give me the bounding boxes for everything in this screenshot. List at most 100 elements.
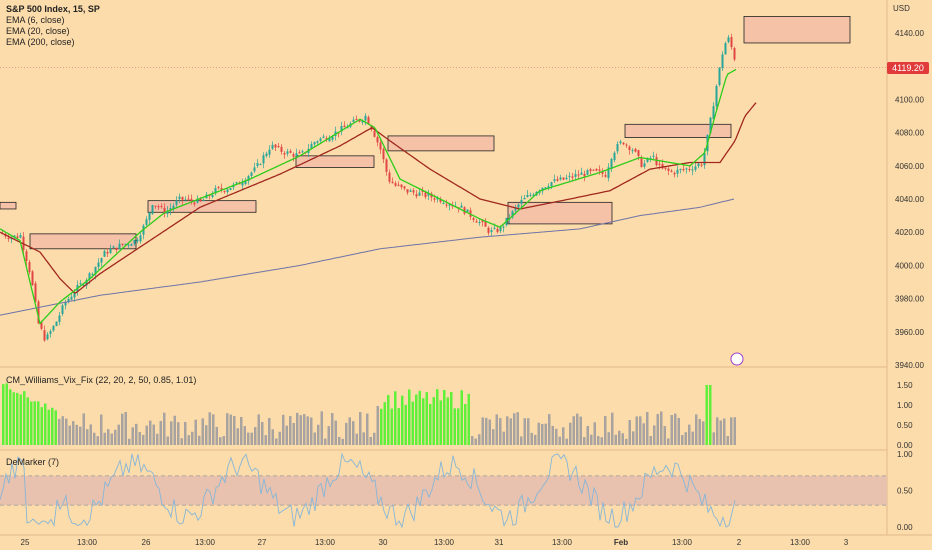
- vix-bar: [663, 426, 666, 445]
- candle-body: [202, 199, 205, 202]
- vix-bar: [212, 414, 215, 445]
- candle-body: [400, 184, 403, 188]
- candle-body: [364, 115, 367, 121]
- candle-body: [280, 146, 283, 152]
- vix-bar: [380, 408, 383, 445]
- candle-body: [664, 167, 667, 169]
- vix-bar: [625, 438, 628, 445]
- candle-body: [145, 219, 148, 225]
- candle-body: [247, 175, 250, 182]
- candle-body: [670, 170, 673, 172]
- vix-bar: [173, 415, 176, 445]
- vix-bar: [499, 418, 502, 445]
- vix-bar: [390, 408, 393, 445]
- candle-body: [580, 172, 583, 175]
- vix-bar: [614, 434, 617, 445]
- vix-bar: [653, 425, 656, 445]
- vix-bar: [47, 409, 50, 445]
- vix-bar: [369, 437, 372, 445]
- candle-body: [724, 43, 727, 55]
- candle-body: [676, 169, 679, 174]
- candle-body: [631, 150, 634, 152]
- vix-bar: [376, 405, 379, 445]
- vix-bar: [128, 438, 131, 445]
- ema200-line: [0, 198, 735, 316]
- vix-bar: [394, 391, 397, 445]
- vix-bar: [89, 424, 92, 445]
- candle-body: [634, 148, 637, 152]
- vix-bar: [37, 401, 40, 445]
- candle-body: [292, 154, 295, 157]
- candle-body: [58, 315, 61, 322]
- candle-body: [436, 197, 439, 200]
- candle-body: [421, 190, 424, 192]
- candle-body: [214, 187, 217, 194]
- vix-bar: [275, 438, 278, 445]
- candle-body: [412, 190, 415, 193]
- vix-bar: [523, 418, 526, 445]
- candle-body: [265, 153, 268, 156]
- vix-bar: [607, 432, 610, 445]
- chart-legend: S&P 500 Index, 15, SP EMA (6, close) EMA…: [6, 4, 100, 48]
- vix-bar: [660, 411, 663, 445]
- candle-body: [511, 211, 514, 218]
- vix-bar: [51, 407, 54, 445]
- candle-body: [229, 188, 232, 190]
- vix-bar: [719, 420, 722, 445]
- candle-body: [160, 205, 163, 207]
- candle-body: [91, 274, 94, 276]
- candle-body: [562, 177, 565, 180]
- time-tick-label: 13:00: [195, 538, 216, 547]
- vix-bar: [194, 419, 197, 445]
- vix-bar: [341, 438, 344, 445]
- vix-bar: [40, 407, 43, 445]
- vix-bar: [572, 416, 575, 445]
- candle-body: [298, 152, 301, 154]
- price-tick-label: 4080.00: [895, 129, 924, 138]
- vix-bar: [191, 431, 194, 445]
- candle-body: [568, 175, 571, 177]
- vix-bar: [635, 416, 638, 445]
- candle-body: [46, 334, 49, 340]
- candle-body: [319, 138, 322, 142]
- vix-bar: [471, 436, 474, 445]
- candle-body: [604, 175, 607, 177]
- candle-body: [418, 192, 421, 196]
- vix-bar: [366, 413, 369, 445]
- vix-bar: [716, 417, 719, 445]
- candle-body: [124, 243, 127, 245]
- vix-bar: [289, 416, 292, 445]
- candle-body: [181, 196, 184, 200]
- candle-body: [253, 167, 256, 172]
- symbol-title: S&P 500 Index, 15, SP: [6, 4, 100, 14]
- candle-body: [211, 194, 214, 197]
- candle-body: [622, 142, 625, 145]
- vix-bar: [656, 413, 659, 445]
- vix-bar: [247, 432, 250, 445]
- candle-body: [544, 187, 547, 189]
- candle-body: [532, 194, 535, 196]
- supply-demand-zone: [507, 201, 613, 225]
- candle-body: [31, 271, 34, 286]
- vix-bar: [124, 411, 127, 445]
- vix-bar: [558, 436, 561, 445]
- candle-body: [403, 186, 406, 189]
- vix-bar: [702, 421, 705, 445]
- candle-body: [79, 283, 82, 285]
- ema6-line: [0, 68, 737, 325]
- vix-bar: [243, 426, 246, 445]
- last-price-badge: 4119.20: [887, 62, 929, 74]
- vix-bar: [264, 435, 267, 445]
- supply-demand-zone: [0, 201, 17, 210]
- vix-bar: [628, 419, 631, 445]
- time-tick-label: 13:00: [315, 538, 336, 547]
- vix-pane-label: CM_Williams_Vix_Fix (22, 20, 2, 50, 0.85…: [6, 375, 197, 385]
- demarker-band: [0, 475, 887, 506]
- vix-bar: [670, 415, 673, 445]
- vix-bar: [373, 432, 376, 445]
- vix-bar: [117, 424, 120, 445]
- vix-bar: [82, 413, 85, 445]
- vix-bar: [443, 389, 446, 445]
- candle-body: [700, 164, 703, 166]
